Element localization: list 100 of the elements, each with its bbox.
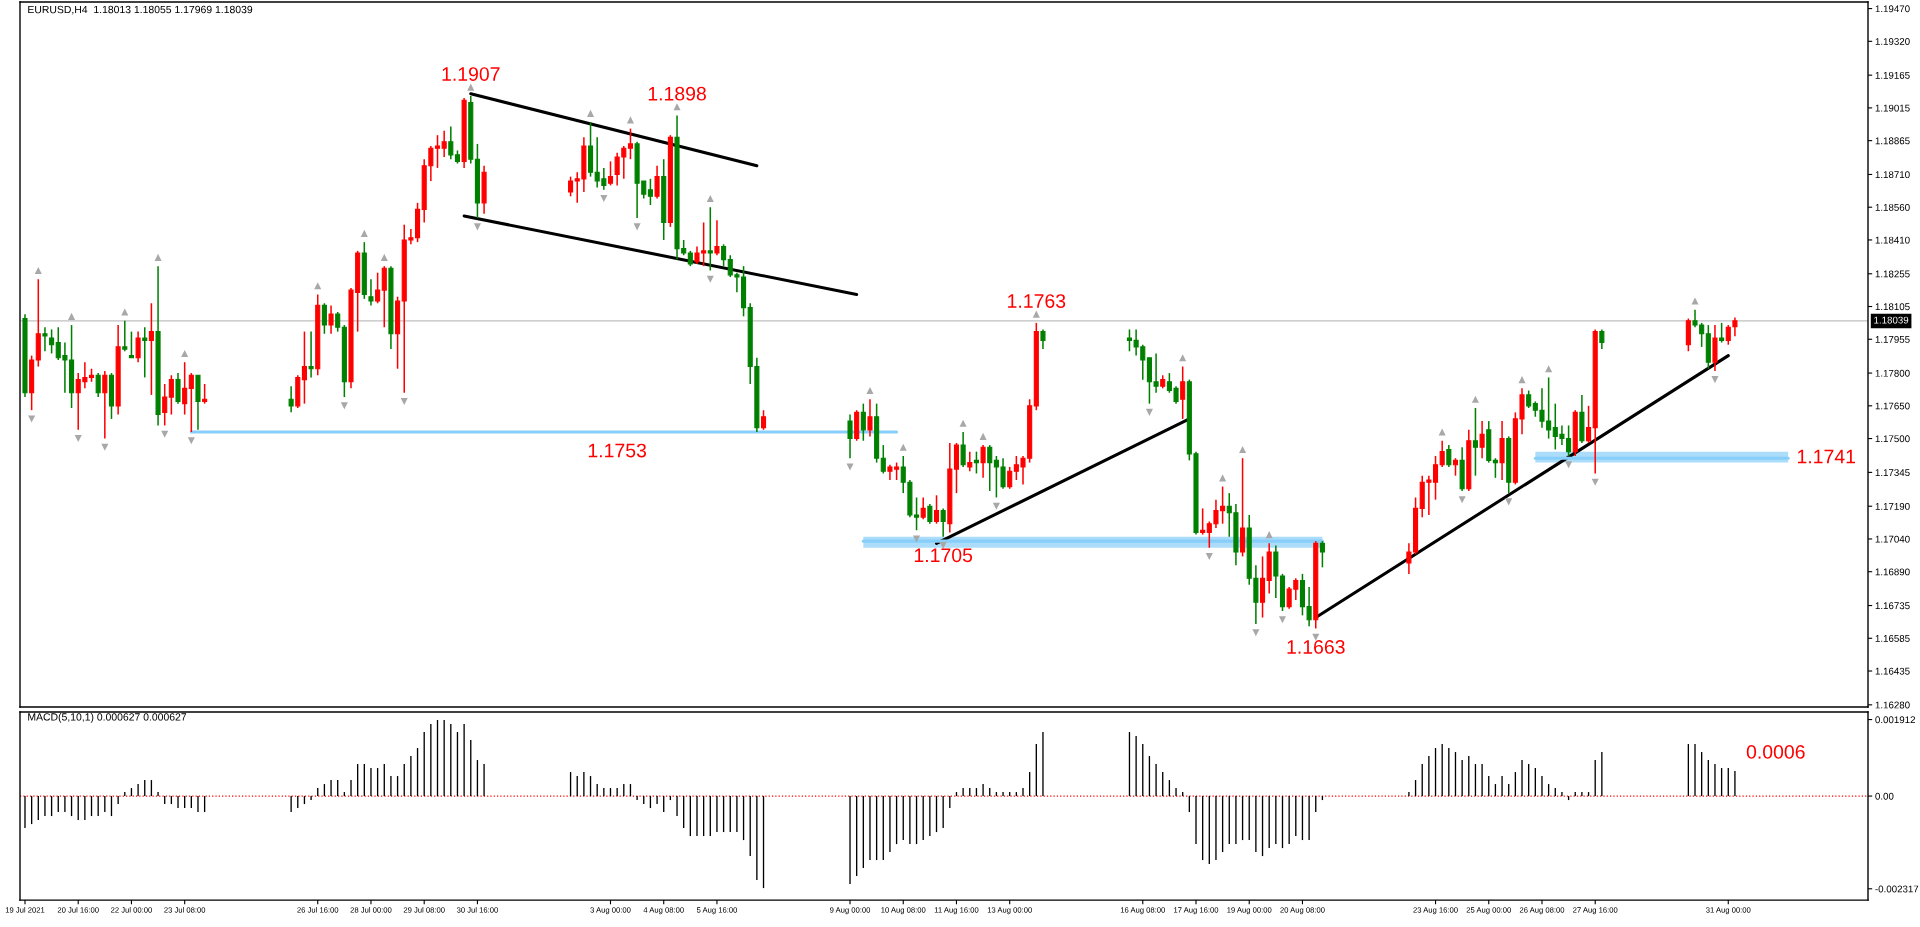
annotation: 1.1907: [442, 67, 500, 81]
point: [1711, 376, 1719, 384]
point: [1032, 310, 1040, 318]
candlestick: [940, 507, 946, 538]
y-tick-label: 1.17500: [1875, 435, 1910, 443]
annotation: 1.1763: [1008, 294, 1066, 308]
point: [600, 194, 608, 203]
y-tick-label: 1.18105: [1875, 303, 1910, 311]
candlestick: [368, 278, 374, 307]
candlestick: [707, 206, 713, 272]
point: [121, 308, 129, 316]
candlestick: [49, 328, 55, 355]
point: [1471, 395, 1479, 403]
point: [1505, 498, 1513, 506]
ref-line-label: 1.18039: [1874, 316, 1909, 324]
point: [633, 223, 641, 231]
candlestick: [1479, 420, 1485, 459]
y-tick-label: 1.17190: [1875, 502, 1910, 510]
point: [34, 266, 42, 275]
candlestick: [1586, 405, 1592, 444]
y-tick-label: 1.18710: [1875, 171, 1910, 179]
candlestick: [607, 160, 614, 187]
candlestick: [142, 326, 148, 379]
candlestick: [42, 326, 48, 353]
candlestick: [175, 372, 181, 405]
y-tick-label: 1.19165: [1875, 71, 1910, 79]
annotation: 1.1705: [914, 548, 973, 563]
point: [1145, 408, 1153, 416]
candlestick: [1040, 328, 1046, 350]
point: [866, 387, 874, 395]
candlestick: [880, 444, 886, 475]
candlestick: [1439, 439, 1445, 468]
point: [187, 437, 195, 445]
annotation: 1.1753: [588, 443, 647, 458]
point: [706, 194, 714, 203]
point: [586, 109, 595, 117]
chart-title: MACD(5,10,1) 0.000627 0.000627: [28, 712, 187, 723]
y-tick-label: 1.19320: [1875, 38, 1910, 45]
point: [1565, 461, 1573, 469]
point: [68, 312, 76, 320]
y-tick-label: 1.18410: [1875, 236, 1910, 244]
candlestick: [721, 243, 727, 267]
candlestick: [973, 450, 979, 475]
y-tick-label: 1.16890: [1875, 568, 1910, 576]
candlestick: [95, 372, 101, 398]
point: [1239, 445, 1247, 454]
point: [1252, 629, 1260, 637]
point: [28, 415, 36, 423]
y-tick-label: 1.16735: [1875, 602, 1910, 610]
candlestick: [328, 304, 334, 335]
point: [1219, 474, 1227, 482]
point: [360, 229, 368, 237]
candlestick: [128, 330, 134, 359]
annotation: 1.1898: [648, 86, 706, 101]
candlestick: [714, 219, 720, 256]
y-tick-label: -0.002317: [1875, 885, 1919, 893]
candlestick: [1719, 322, 1725, 344]
y-tick-label: 1.17345: [1875, 469, 1910, 477]
candlestick: [568, 175, 574, 198]
candlestick: [308, 330, 314, 379]
y-tick-label: 1.18255: [1875, 270, 1910, 278]
candlestick: [182, 361, 188, 416]
candlestick: [381, 265, 387, 329]
point: [380, 253, 388, 261]
candlestick: [1200, 507, 1206, 536]
point: [992, 502, 1000, 510]
point: [74, 435, 82, 443]
candlestick: [927, 503, 933, 525]
candlestick: [980, 444, 986, 479]
point: [1691, 297, 1699, 305]
point: [154, 253, 162, 261]
y-tick-label: 1.18865: [1875, 137, 1910, 145]
y-tick-label: 0.001912: [1875, 716, 1916, 724]
candlestick: [1492, 457, 1498, 479]
point: [1518, 376, 1526, 384]
candlestick: [627, 127, 634, 160]
point: [467, 83, 475, 91]
candlestick: [148, 302, 154, 396]
point: [979, 432, 987, 440]
candlestick: [1725, 324, 1731, 346]
candlestick: [301, 330, 307, 405]
candlestick: [335, 311, 341, 333]
annotation: 1.1663: [1287, 640, 1345, 654]
y-tick-label: 1.16280: [1875, 701, 1910, 709]
y-tick-label: 0.00: [1875, 792, 1894, 800]
candlestick: [654, 164, 660, 200]
point: [181, 349, 189, 357]
candlestick: [441, 130, 447, 158]
candlestick: [202, 383, 208, 405]
y-tick-label: 1.18560: [1875, 203, 1910, 211]
candlestick: [448, 125, 454, 160]
candlestick: [102, 370, 108, 440]
point: [1545, 365, 1553, 373]
candlestick: [188, 372, 194, 433]
point: [340, 402, 348, 410]
candlestick: [847, 413, 853, 459]
y-tick-label: 1.17800: [1875, 369, 1910, 377]
candlestick: [162, 383, 168, 427]
annotation: 1.1741: [1797, 449, 1856, 464]
candlestick: [135, 330, 141, 363]
